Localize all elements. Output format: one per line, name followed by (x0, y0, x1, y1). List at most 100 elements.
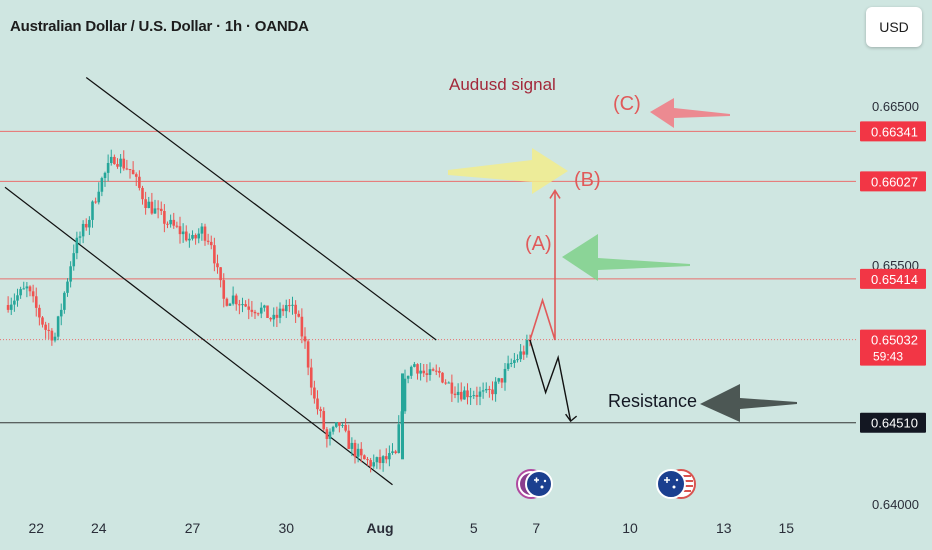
candle-body-90 (288, 305, 291, 307)
candle-body-107 (341, 424, 344, 426)
candle-body-27 (91, 201, 94, 220)
candle-body-98 (313, 387, 316, 399)
candle-body-158 (500, 378, 504, 383)
countdown-label: 59:43 (873, 350, 903, 364)
candle-body-96 (306, 341, 310, 368)
x-tick-7: 10 (622, 520, 638, 536)
candle-body-73 (234, 295, 238, 305)
candle-body-93 (297, 313, 301, 317)
candle-body-135 (428, 369, 432, 375)
candle-body-64 (206, 240, 210, 242)
candle-body-79 (253, 311, 257, 314)
candle-body-150 (475, 395, 479, 397)
candle-body-22 (75, 237, 79, 254)
economic-event-au-1[interactable] (516, 469, 553, 499)
candle-body-34 (113, 156, 116, 165)
candle-body-11 (41, 317, 44, 325)
candle-body-114 (363, 455, 366, 460)
candle-body-29 (97, 191, 101, 203)
price-label-bg-4 (860, 412, 926, 433)
candle-body-112 (356, 448, 360, 457)
candle-body-80 (256, 313, 260, 315)
candle-body-128 (406, 375, 410, 379)
x-tick-3: 30 (278, 520, 294, 536)
candle-body-108 (344, 424, 347, 431)
annotations: Audusd signal (A) (B) (C) Resistance (449, 75, 697, 411)
candle-body-146 (463, 390, 466, 400)
candle-body-7 (28, 286, 32, 292)
candle-body-81 (259, 307, 263, 314)
candle-body-161 (509, 362, 513, 364)
candle-body-33 (109, 156, 113, 163)
candle-body-83 (266, 305, 269, 318)
candle-body-6 (25, 286, 29, 289)
candle-body-132 (419, 370, 422, 374)
candle-body-51 (166, 223, 169, 225)
candle-body-66 (213, 245, 216, 264)
candle-body-116 (369, 460, 372, 467)
candle-body-145 (459, 391, 463, 400)
x-tick-9: 15 (778, 520, 794, 536)
candle-body-141 (447, 382, 451, 384)
x-tick-4: Aug (366, 520, 393, 536)
candle-body-13 (47, 329, 51, 331)
economic-event-au-us[interactable] (656, 469, 696, 499)
candle-body-20 (69, 266, 72, 282)
candle-body-38 (125, 168, 129, 170)
candle-body-45 (147, 201, 151, 209)
price-label-4: 0.64510 (871, 416, 918, 431)
candle-body-71 (228, 303, 232, 306)
candle-body-152 (481, 390, 485, 392)
time-axis: 22 24 27 30 Aug 5 7 10 13 15 (28, 520, 794, 536)
candle-body-127 (403, 378, 407, 412)
candle-body-143 (453, 393, 457, 396)
candle-body-142 (450, 382, 454, 394)
resistance-annotation: Resistance (608, 391, 697, 411)
candle-body-115 (366, 459, 369, 461)
candle-body-137 (434, 370, 438, 372)
candle-body-122 (388, 453, 391, 460)
candle-body-69 (222, 280, 226, 299)
x-tick-6: 7 (532, 520, 540, 536)
candle-body-10 (38, 307, 41, 318)
candle-body-23 (78, 236, 82, 238)
candle-body-32 (106, 162, 110, 173)
candle-body-120 (381, 456, 385, 464)
candle-body-59 (191, 234, 194, 239)
candle-body-113 (359, 448, 363, 456)
candle-body-40 (131, 169, 135, 175)
candle-body-46 (150, 201, 154, 214)
candle-body-131 (416, 364, 419, 374)
candle-body-3 (16, 295, 19, 301)
candle-body-119 (378, 457, 382, 464)
annotation-arrows (448, 98, 797, 422)
candle-body-156 (494, 381, 497, 395)
candle-body-42 (138, 176, 141, 188)
currency-button[interactable]: USD (866, 7, 922, 47)
candle-body-67 (216, 263, 219, 268)
candle-body-39 (128, 169, 132, 171)
candle-body-57 (184, 231, 188, 241)
projection-down-path (529, 339, 572, 422)
candle-body-44 (144, 199, 147, 209)
candle-body-140 (444, 382, 447, 384)
candle-body-60 (194, 234, 197, 239)
signal-annotation: Audusd signal (449, 75, 556, 94)
candle-body-47 (153, 208, 157, 214)
candle-body-30 (100, 178, 104, 192)
candle-body-48 (156, 208, 160, 210)
price-label-bg-2 (860, 268, 926, 289)
candle-body-109 (347, 430, 351, 449)
candle-body-2 (13, 300, 16, 305)
candle-body-14 (50, 330, 54, 341)
x-tick-1: 24 (91, 520, 107, 536)
x-tick-0: 22 (28, 520, 44, 536)
candle-body-100 (319, 409, 322, 412)
candle-body-9 (34, 296, 38, 308)
horizontal-lines (0, 130, 856, 424)
candle-body-139 (441, 372, 444, 383)
dark-arrow (700, 384, 797, 422)
candle-body-76 (244, 304, 247, 307)
candle-body-28 (94, 201, 97, 203)
